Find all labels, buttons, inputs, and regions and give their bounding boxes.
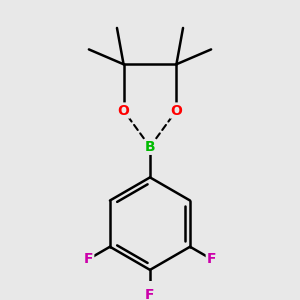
Text: B: B	[145, 140, 155, 154]
Text: O: O	[118, 103, 130, 118]
Text: O: O	[170, 103, 182, 118]
Text: F: F	[84, 252, 93, 266]
Text: F: F	[145, 288, 155, 300]
Text: F: F	[207, 252, 216, 266]
